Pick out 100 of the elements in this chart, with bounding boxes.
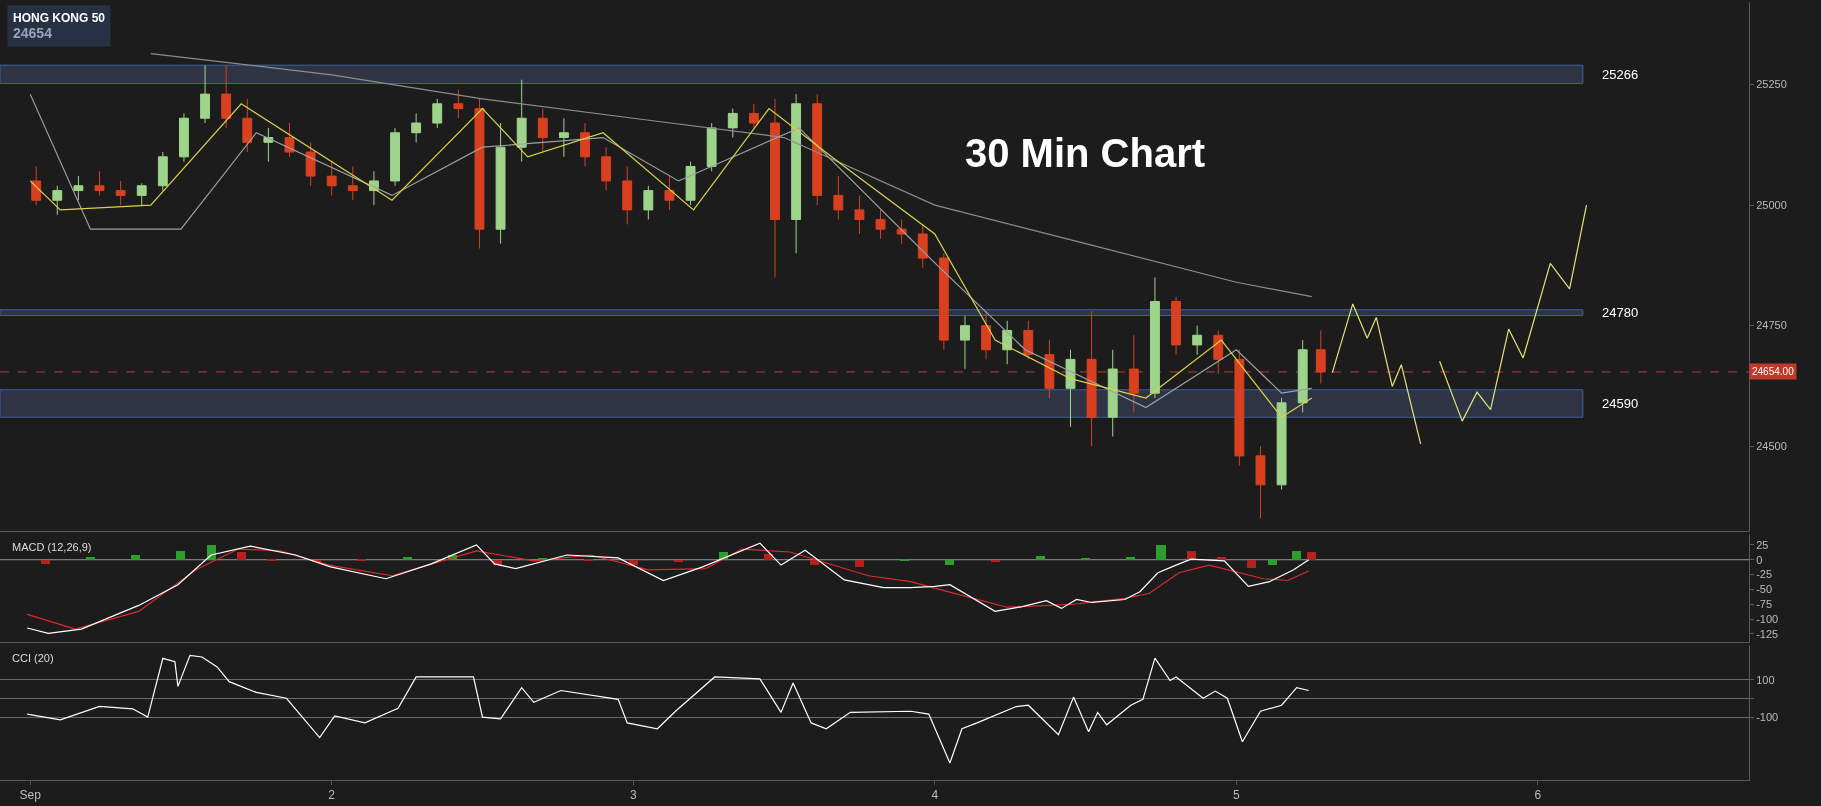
candlestick: [347, 165, 358, 201]
x-tick-label: 2: [328, 788, 336, 803]
candlestick: [601, 146, 612, 192]
candlestick: [200, 64, 210, 124]
candlestick: [1107, 349, 1118, 438]
candlestick: [960, 315, 970, 370]
candlestick: [727, 108, 738, 139]
y-tick-label: 25000: [1756, 198, 1787, 211]
bar: [945, 560, 954, 566]
bar: [584, 559, 593, 562]
x-tick-label: 6: [1534, 788, 1542, 803]
bar: [41, 560, 50, 565]
bar: [1307, 552, 1316, 561]
candlestick: [622, 165, 633, 225]
bar: [1217, 557, 1226, 561]
candlestick: [136, 182, 147, 206]
candlestick: [284, 122, 295, 158]
x-tick-label: 4: [931, 788, 939, 803]
candlestick: [94, 170, 105, 196]
candlestick: [432, 98, 443, 129]
candlestick: [1234, 349, 1245, 467]
candlestick: [1150, 276, 1160, 399]
text: CCI (20): [12, 652, 54, 664]
candlestick: [326, 161, 337, 196]
text: HONG KONG 50: [13, 11, 106, 25]
bar: [1292, 551, 1301, 561]
bar: [1126, 557, 1135, 561]
candlestick: [1276, 397, 1287, 491]
candlestick: [580, 122, 590, 167]
candlestick: [1255, 445, 1266, 520]
candlestick: [157, 151, 168, 192]
bar: [237, 552, 246, 561]
x-tick-label: 3: [629, 788, 637, 803]
candlestick: [748, 103, 759, 129]
candlestick: [516, 79, 527, 163]
y-tick-label: 0: [1756, 553, 1763, 566]
candlestick: [664, 175, 675, 211]
candlestick: [770, 98, 780, 278]
candlestick: [1171, 296, 1181, 356]
candlestick: [179, 112, 189, 163]
candlestick: [1315, 329, 1326, 385]
bar: [900, 559, 909, 562]
bar: [1081, 558, 1090, 561]
candlestick: [495, 122, 506, 245]
candlestick: [643, 185, 654, 221]
y-tick-label: -25: [1756, 568, 1773, 581]
candlestick: [981, 310, 992, 360]
candlestick: [115, 180, 126, 206]
y-tick-label: -100: [1756, 612, 1779, 625]
candlestick: [1065, 349, 1076, 428]
candlestick: [854, 194, 865, 235]
band-label: 24780: [1602, 305, 1639, 320]
text: 24654: [13, 24, 53, 41]
candlestick: [73, 175, 84, 201]
bar: [1156, 545, 1166, 561]
bar: [1268, 560, 1277, 566]
y-tick-label: -100: [1756, 711, 1779, 724]
bar: [131, 555, 140, 561]
bar: [403, 557, 412, 561]
candlestick: [1023, 320, 1034, 360]
candlestick: [221, 64, 232, 129]
x-tick-label: 5: [1233, 788, 1241, 803]
bar: [855, 560, 864, 568]
candlestick: [833, 175, 844, 221]
bar: [1036, 556, 1045, 561]
candlestick: [31, 165, 42, 206]
bar: [86, 557, 95, 561]
y-tick-label: 25250: [1756, 78, 1787, 91]
candlestick: [685, 161, 696, 206]
bar: [674, 560, 683, 563]
annotation: 30 Min Chart: [965, 131, 1206, 175]
candlestick: [938, 252, 949, 351]
candlestick: [1128, 334, 1139, 413]
bar: [764, 554, 773, 561]
candlestick: [875, 209, 886, 240]
candlestick: [411, 112, 422, 143]
band-label: 25266: [1602, 67, 1639, 82]
y-tick-label: -125: [1756, 627, 1779, 640]
candlestick: [1044, 339, 1055, 399]
candlestick: [52, 185, 63, 216]
band-label: 24590: [1602, 396, 1639, 411]
candlestick: [917, 223, 928, 269]
candlestick: [1297, 339, 1308, 413]
bar: [176, 551, 185, 561]
candlestick: [474, 98, 485, 249]
y-tick-label: 100: [1756, 673, 1775, 686]
y-tick-label: -50: [1756, 583, 1773, 596]
candlestick: [812, 93, 823, 206]
bar: [357, 559, 366, 562]
ref-line-label: 24654.00: [1752, 366, 1795, 377]
candlestick: [706, 122, 717, 172]
candlestick: [1192, 325, 1203, 356]
y-tick-label: 24500: [1756, 440, 1787, 453]
candlestick: [453, 88, 464, 119]
bar: [267, 559, 276, 562]
candlestick: [1213, 329, 1224, 375]
candlestick: [1086, 310, 1097, 447]
text: MACD (12,26,9): [12, 541, 92, 553]
bar: [991, 560, 1000, 563]
candlestick: [791, 93, 802, 254]
